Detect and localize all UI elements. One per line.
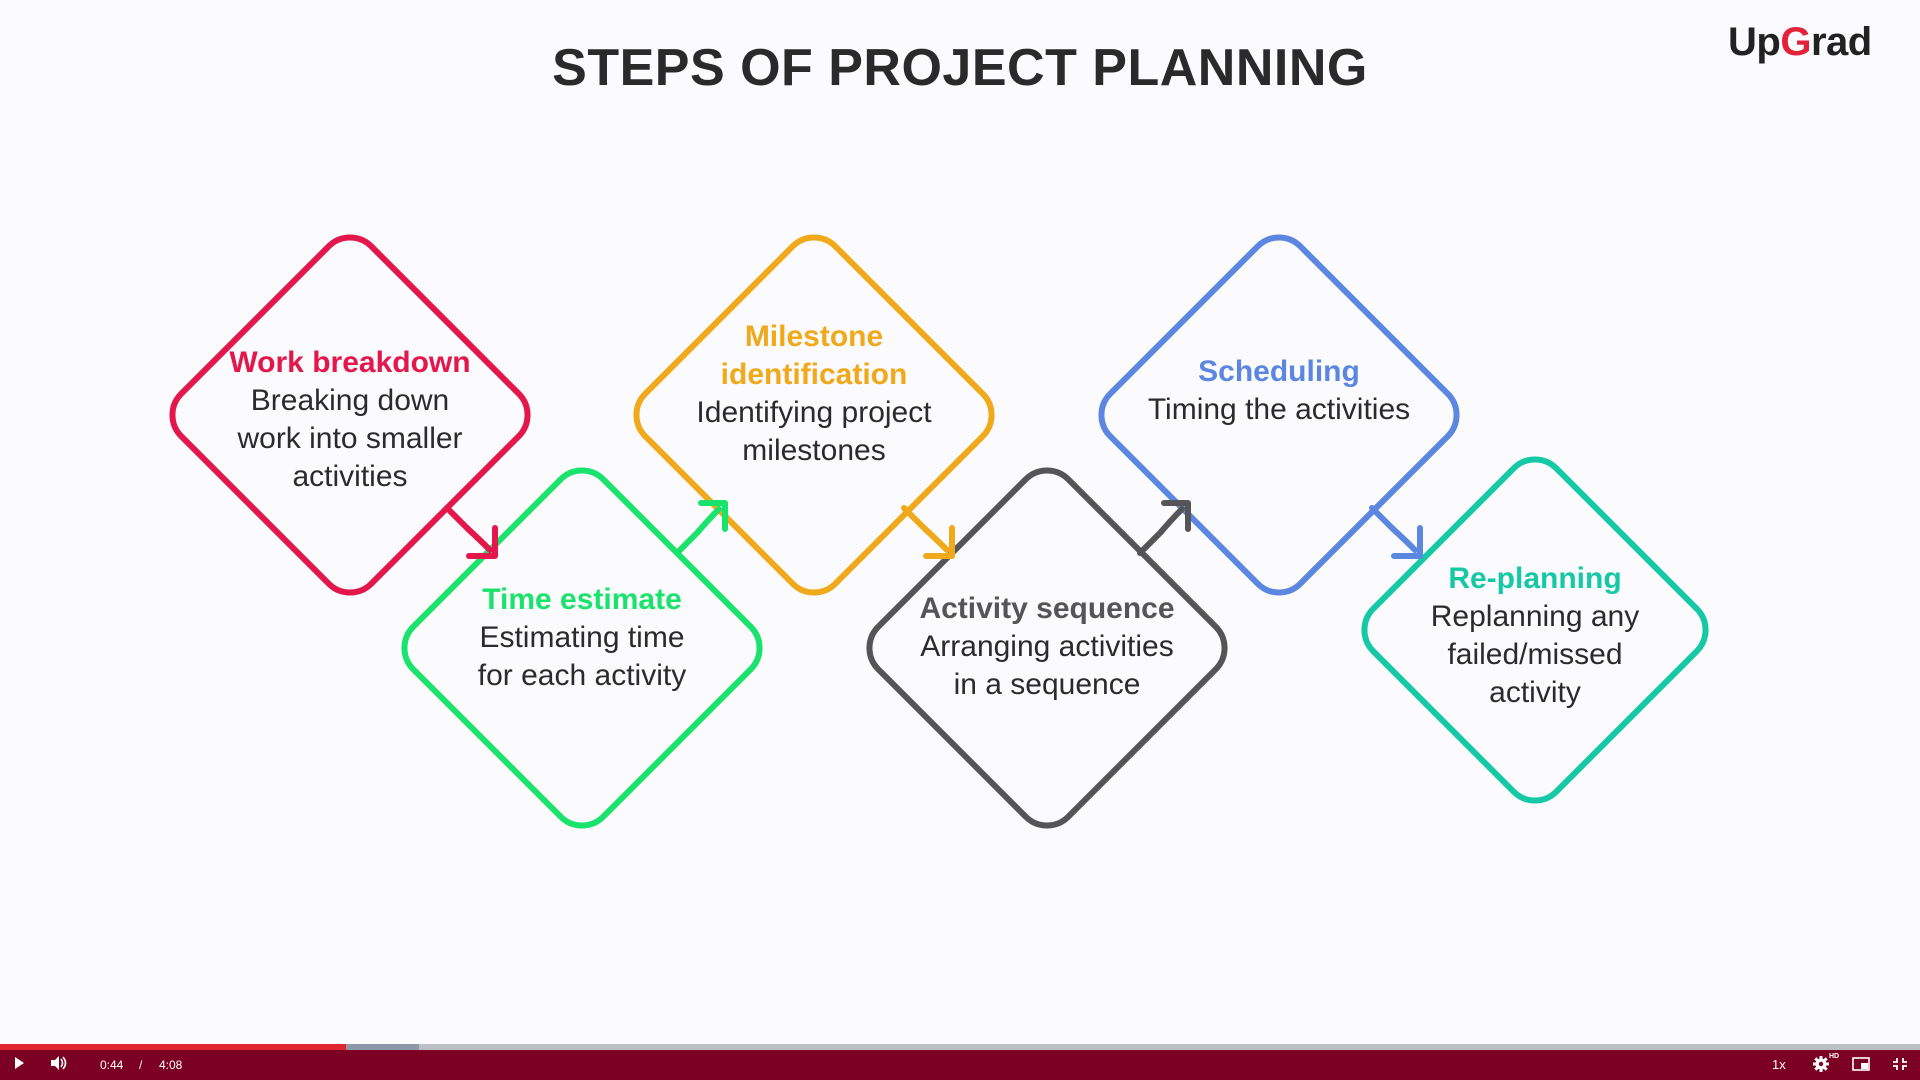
logo-part-up: Up — [1728, 20, 1781, 64]
step-4-text: Activity sequence Arranging activities in … — [897, 590, 1197, 704]
logo-part-g: G — [1780, 20, 1811, 64]
step-6-description-line-2: failed/missed — [1447, 638, 1623, 671]
step-1-description-line-3: activities — [292, 460, 408, 493]
arrow-head-icon — [923, 525, 955, 559]
duration: 4:08 — [159, 1058, 183, 1072]
step-5-title: Scheduling — [1198, 355, 1360, 388]
connector-arrow-5 — [1369, 505, 1418, 553]
step-4-description-line-2: in a sequence — [953, 668, 1141, 701]
progress-played — [0, 1044, 346, 1050]
connector-arrow-2 — [674, 506, 722, 556]
progress-bar[interactable] — [0, 1044, 1920, 1050]
playback-speed-button[interactable]: 1x — [1772, 1057, 1786, 1072]
step-2-description-line-1: Estimating time — [479, 621, 685, 654]
gear-icon[interactable] — [1812, 1055, 1830, 1073]
hd-badge: HD — [1829, 1053, 1840, 1060]
player-control-bar — [0, 1044, 1920, 1080]
step-3-description-line-1: Identifying project — [696, 396, 932, 429]
step-2-description-line-2: for each activity — [477, 659, 687, 692]
play-icon[interactable] — [12, 1056, 26, 1070]
step-1-description-line-1: Breaking down — [250, 384, 450, 417]
connector-arrow-3 — [901, 505, 950, 553]
slide-title: STEPS OF PROJECT PLANNING — [552, 39, 1368, 97]
arrow-head-icon — [698, 500, 728, 532]
arrow-head-icon — [466, 525, 498, 559]
step-1-description-line-2: work into smaller — [237, 422, 463, 455]
step-1-text: Work breakdown Breaking down work into sma… — [200, 344, 500, 496]
step-6-shape-group — [1361, 456, 1709, 804]
picture-in-picture-icon[interactable] — [1852, 1057, 1870, 1071]
arrow-head-icon — [1391, 525, 1423, 559]
time-separator: / — [139, 1058, 143, 1072]
step-3-title: Milestone — [744, 320, 884, 353]
volume-icon[interactable] — [50, 1055, 68, 1071]
step-5-description-line-1: Timing the activities — [1147, 393, 1411, 426]
step-1-title: Work breakdown — [229, 346, 471, 379]
step-6-description-line-3: activity — [1489, 676, 1581, 709]
step-3-text: Milestone identification Identifying proje… — [664, 318, 964, 470]
exit-fullscreen-icon[interactable] — [1892, 1057, 1908, 1071]
step-2-title: Time estimate — [482, 583, 682, 616]
step-4-title: Activity sequence — [919, 592, 1175, 625]
connector-arrow-4 — [1137, 506, 1185, 556]
step-6-description-line-1: Replanning any — [1430, 600, 1640, 633]
step-6-diamond — [1361, 456, 1709, 804]
step-3-description-line-2: milestones — [742, 434, 886, 467]
step-4-description-line-1: Arranging activities — [920, 630, 1174, 663]
upgrad-logo: UpGrad — [1728, 20, 1872, 65]
step-5-text: Scheduling Timing the activities — [1129, 353, 1429, 429]
connector-arrow-1 — [444, 505, 493, 553]
current-time: 0:44 — [100, 1058, 124, 1072]
step-2-text: Time estimate Estimating time for each act… — [432, 581, 732, 695]
logo-part-rad: rad — [1810, 20, 1872, 64]
step-6-text: Re-planning Replanning any failed/missed ac… — [1385, 560, 1685, 712]
step-3-title-line2: identification — [720, 358, 908, 391]
arrow-head-icon — [1161, 500, 1191, 532]
step-6-title: Re-planning — [1448, 562, 1622, 595]
